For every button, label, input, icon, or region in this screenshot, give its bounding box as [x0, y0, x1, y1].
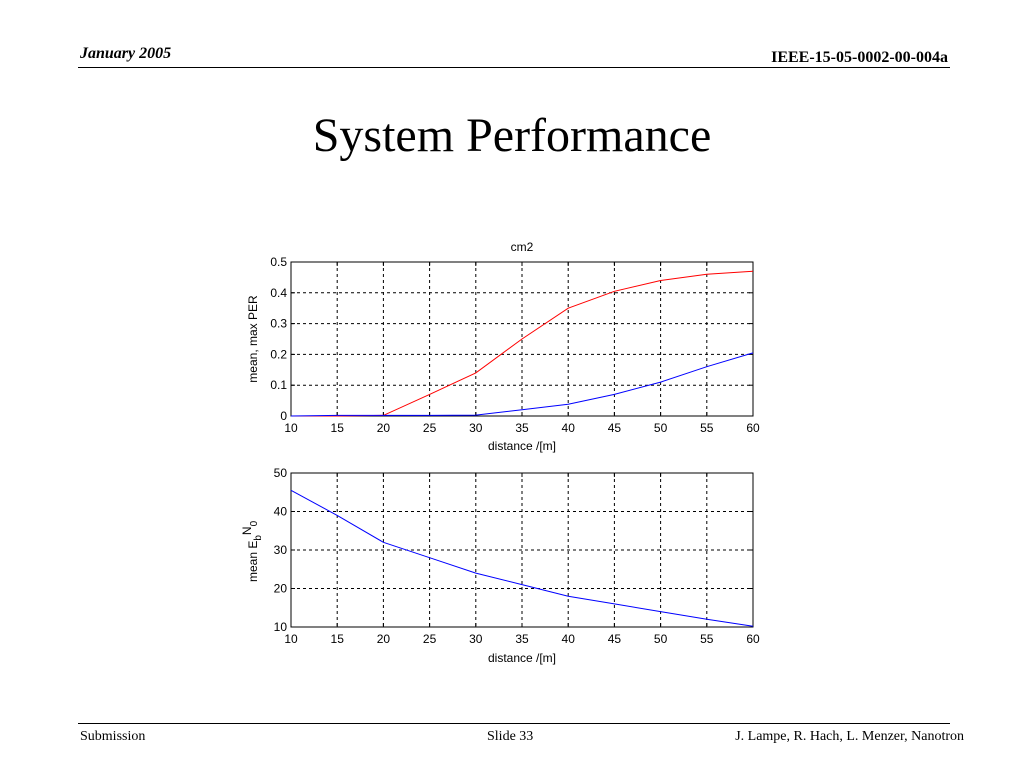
- per-chart-lines: [290, 270, 754, 417]
- ebn0-chart-grid: [291, 473, 753, 627]
- y-tick-label: 0: [280, 409, 287, 423]
- svg-text:mean EbN0: mean EbN0: [240, 520, 264, 582]
- series-line-1: [290, 352, 754, 417]
- x-tick-label: 20: [377, 421, 391, 435]
- x-tick-label: 55: [700, 632, 714, 646]
- per-chart: 10 15 20 25 30 35 40 45 50 55 60 0 0.1 0.2 0.3 0.4 0.5 c…: [246, 240, 760, 453]
- x-tick-label: 10: [284, 421, 298, 435]
- y-tick-label: 0.5: [270, 255, 287, 269]
- x-tick-label: 15: [331, 421, 345, 435]
- x-tick-label: 10: [284, 632, 298, 646]
- per-chart-ylabel: mean, max PER: [246, 295, 260, 383]
- x-tick-label: 50: [654, 421, 668, 435]
- x-tick-label: 40: [562, 632, 576, 646]
- ebn0-chart: 10 15 20 25 30 35 40 45 50 55 60 10 20 30 40 50 distanc…: [240, 466, 760, 665]
- footer-rule: [78, 723, 950, 724]
- x-tick-label: 25: [423, 632, 437, 646]
- y-tick-label: 0.2: [270, 347, 287, 361]
- x-tick-label: 15: [331, 632, 345, 646]
- x-tick-label: 30: [469, 421, 483, 435]
- x-tick-label: 45: [608, 632, 622, 646]
- y-tick-label: 30: [274, 543, 288, 557]
- per-chart-xlabel: distance /[m]: [488, 439, 556, 453]
- x-tick-label: 45: [608, 421, 622, 435]
- y-tick-label: 0.1: [270, 378, 287, 392]
- ebn0-chart-ticks: 10 15 20 25 30 35 40 45 50 55 60 10 20 30 40 50: [274, 466, 760, 646]
- x-tick-label: 55: [700, 421, 714, 435]
- footer-submission: Submission: [80, 729, 146, 744]
- x-tick-label: 60: [746, 632, 760, 646]
- per-chart-ticks: 10 15 20 25 30 35 40 45 50 55 60 0 0.1 0.2 0.3 0.4 0.5: [270, 255, 760, 435]
- ebn0-ylabel-main: mean E: [246, 541, 260, 582]
- x-tick-label: 25: [423, 421, 437, 435]
- header-date: January 2005: [80, 45, 172, 62]
- ebn0-chart-xlabel: distance /[m]: [488, 651, 556, 665]
- slide-title: System Performance: [312, 109, 712, 162]
- per-chart-grid: [291, 262, 753, 416]
- series-line-0: [290, 489, 754, 627]
- y-tick-label: 20: [274, 582, 288, 596]
- x-tick-label: 50: [654, 632, 668, 646]
- header-rule: [78, 67, 950, 68]
- x-tick-label: 20: [377, 632, 391, 646]
- y-tick-label: 0.3: [270, 317, 287, 331]
- per-chart-title: cm2: [511, 240, 534, 254]
- x-tick-label: 30: [469, 632, 483, 646]
- ebn0-ylabel-sub-b: b: [253, 535, 264, 541]
- ebn0-ylabel-sub-0: 0: [249, 520, 260, 526]
- y-tick-label: 0.4: [270, 286, 287, 300]
- header-doc-id: IEEE-15-05-0002-00-004a: [771, 49, 948, 66]
- ebn0-ylabel-n: N: [240, 526, 254, 535]
- footer-slide-number: Slide 33: [487, 729, 534, 744]
- y-tick-label: 40: [274, 505, 288, 519]
- x-tick-label: 35: [515, 421, 529, 435]
- x-tick-label: 40: [562, 421, 576, 435]
- x-tick-label: 60: [746, 421, 760, 435]
- x-tick-label: 35: [515, 632, 529, 646]
- ebn0-chart-lines: [290, 489, 754, 627]
- y-tick-label: 50: [274, 466, 288, 480]
- ebn0-chart-ylabel: mean EbN0: [240, 520, 264, 582]
- footer-authors: J. Lampe, R. Hach, L. Menzer, Nanotron: [735, 729, 964, 744]
- y-tick-label: 10: [274, 620, 288, 634]
